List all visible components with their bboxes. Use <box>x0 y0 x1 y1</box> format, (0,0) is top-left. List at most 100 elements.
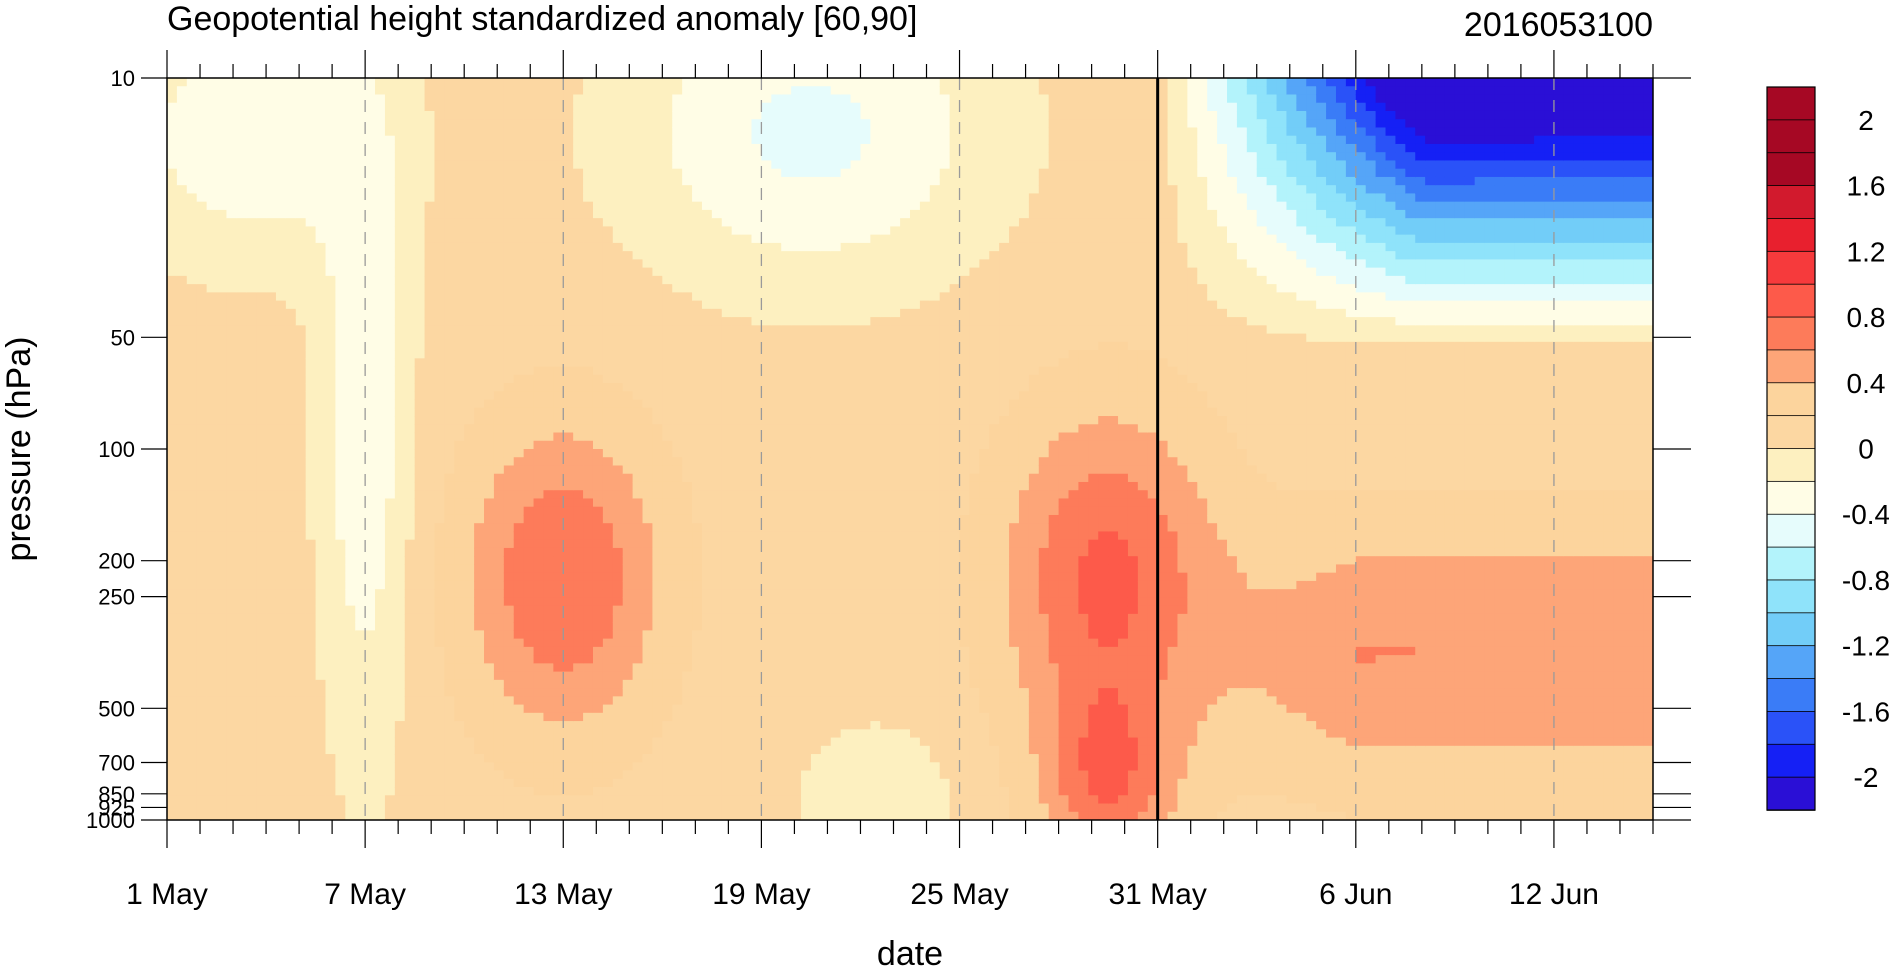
field-cell <box>513 531 525 541</box>
field-cell <box>622 745 634 755</box>
field-cell <box>345 745 356 755</box>
field-cell <box>375 787 386 796</box>
field-cell <box>583 531 594 541</box>
field-cell <box>375 638 386 648</box>
field-cell <box>652 424 663 434</box>
field-cell <box>355 78 366 87</box>
field-cell <box>285 300 297 310</box>
field-cell <box>216 226 228 236</box>
field-cell <box>701 366 713 376</box>
field-cell <box>642 127 654 137</box>
field-cell <box>632 259 644 269</box>
field-cell <box>484 358 495 368</box>
field-cell <box>513 688 525 697</box>
field-cell <box>285 498 297 508</box>
field-cell <box>355 589 366 598</box>
field-cell <box>464 193 475 203</box>
field-cell <box>642 580 654 590</box>
field-cell <box>583 143 594 153</box>
field-cell <box>454 646 465 656</box>
field-cell <box>573 572 584 582</box>
field-cell <box>167 580 178 590</box>
field-cell <box>701 696 713 706</box>
field-cell <box>503 514 515 524</box>
field-cell <box>474 498 485 508</box>
field-cell <box>365 803 376 813</box>
field-cell <box>493 605 505 615</box>
field-cell <box>622 284 634 293</box>
field-cell <box>682 737 693 747</box>
field-cell <box>394 712 406 722</box>
field-cell <box>186 671 198 681</box>
field-cell <box>285 572 297 582</box>
field-cell <box>523 300 535 310</box>
field-cell <box>484 597 495 607</box>
field-cell <box>256 704 267 714</box>
field-cell <box>404 514 416 524</box>
field-cell <box>642 160 654 170</box>
field-cell <box>493 152 505 162</box>
field-cell <box>176 770 188 780</box>
field-cell <box>612 416 624 425</box>
field-cell <box>533 556 545 566</box>
field-cell <box>275 465 287 475</box>
field-cell <box>236 597 247 607</box>
field-cell <box>394 770 406 780</box>
field-cell <box>285 226 297 236</box>
field-cell <box>345 712 356 722</box>
field-cell <box>622 185 634 195</box>
field-cell <box>444 366 455 376</box>
field-cell <box>285 737 297 747</box>
field-cell <box>573 119 584 129</box>
field-cell <box>454 490 465 500</box>
field-cell <box>315 325 327 335</box>
field-cell <box>295 770 307 780</box>
field-cell <box>513 762 525 772</box>
field-cell <box>573 143 584 153</box>
field-cell <box>167 94 178 104</box>
field-cell <box>652 597 663 607</box>
field-cell <box>414 350 426 359</box>
field-cell <box>176 333 188 343</box>
field-cell <box>246 564 257 574</box>
field-cell <box>167 168 178 178</box>
field-cell <box>672 102 683 112</box>
field-cell <box>216 580 228 590</box>
field-cell <box>612 795 624 805</box>
field-cell <box>196 226 208 236</box>
field-cell <box>543 424 554 434</box>
field-cell <box>345 275 356 285</box>
field-cell <box>434 432 445 442</box>
field-cell <box>493 704 505 714</box>
field-cell <box>553 242 564 252</box>
field-cell <box>454 622 465 631</box>
field-cell <box>404 679 416 689</box>
field-cell <box>176 679 188 689</box>
field-cell <box>404 754 416 763</box>
field-cell <box>186 498 198 508</box>
field-cell <box>305 547 317 557</box>
field-cell <box>454 712 465 722</box>
field-cell <box>275 267 287 277</box>
field-cell <box>375 465 386 475</box>
field-cell <box>573 251 584 260</box>
field-cell <box>236 762 247 772</box>
field-cell <box>355 605 366 615</box>
field-cell <box>662 226 673 236</box>
field-cell <box>692 119 703 129</box>
field-cell <box>285 663 297 673</box>
field-cell <box>345 514 356 524</box>
field-cell <box>285 490 297 500</box>
field-cell <box>672 572 683 582</box>
field-cell <box>672 811 683 820</box>
field-cell <box>325 745 337 755</box>
field-cell <box>384 539 396 549</box>
field-cell <box>375 366 386 376</box>
field-cell <box>295 613 307 623</box>
field-cell <box>285 754 297 763</box>
field-cell <box>513 168 525 178</box>
field-cell <box>612 704 624 714</box>
field-cell <box>652 803 663 813</box>
field-cell <box>543 267 554 277</box>
field-cell <box>484 284 495 293</box>
